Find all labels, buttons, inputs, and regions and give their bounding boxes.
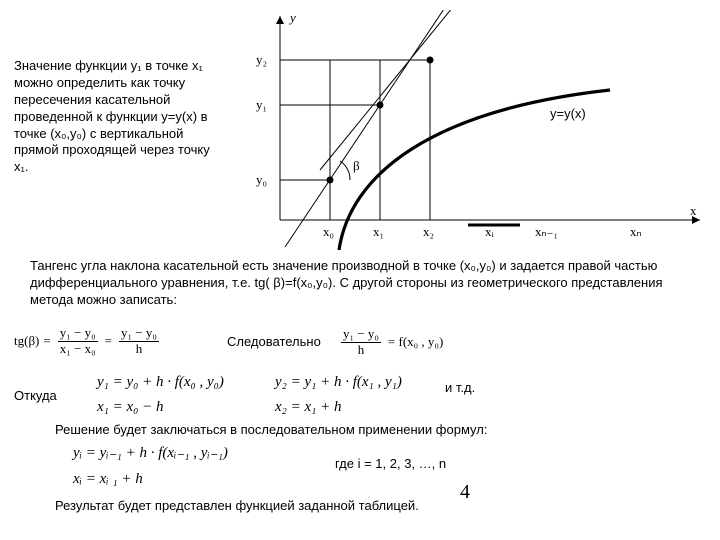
tgB: tg(β)	[14, 333, 39, 349]
curve-label: y=y(x)	[550, 106, 586, 121]
formula-y2: y₂ = y₁ + h · f(x₁ , y₁)	[275, 373, 402, 392]
etc-label: и т.д.	[445, 380, 475, 396]
num3: y₁ − y₀	[341, 327, 381, 343]
eq1: =	[43, 333, 50, 349]
axis-x-label: x	[690, 203, 697, 219]
result-line: Результат будет представлен функцией зад…	[55, 498, 695, 515]
x0-label: x₀	[323, 224, 334, 240]
x2-label: x₂	[423, 224, 434, 240]
fx0y0: = f(x₀ , y₀)	[388, 334, 443, 350]
y2-label: y₂	[256, 52, 267, 68]
xn-label: xₙ	[630, 224, 642, 240]
page-number: 4	[460, 480, 470, 505]
where-i-label: где i = 1, 2, 3, …, n	[335, 456, 446, 472]
den3: h	[341, 343, 381, 358]
formula-x1: x₁ = x₀ − h	[97, 398, 164, 417]
solution-line: Решение будет заключаться в последовател…	[55, 422, 695, 439]
num1: y₁ − y₀	[58, 326, 98, 342]
formula-xi: xᵢ = xᵢ ₁ + h	[73, 470, 143, 489]
left-paragraph: Значение функции y₁ в точке x₁ можно опр…	[14, 58, 224, 176]
y0-label: y₀	[256, 172, 267, 188]
num2: y₁ − y₀	[119, 326, 159, 342]
axis-y-label: y	[290, 10, 296, 26]
mid-paragraph: Тангенс угла наклона касательной есть зн…	[30, 258, 700, 309]
whence-label: Откуда	[14, 388, 57, 404]
formula-yi: yᵢ = yᵢ₋₁ + h · f(xᵢ₋₁ , yᵢ₋₁)	[73, 444, 228, 463]
formula-y1: y₁ = y₀ + h · f(x₀ , y₀)	[97, 373, 224, 392]
formula-tg-beta: tg(β) = y₁ − y₀ x₁ − x₀ = y₁ − y₀ h	[14, 326, 162, 357]
xn1-label: xₙ₋₁	[535, 224, 558, 240]
eq1b: =	[105, 333, 112, 349]
xi-label: xᵢ	[485, 224, 494, 240]
euler-diagram: y x y₀ y₁ y₂ x₀ x₁ x₂ xᵢ xₙ₋₁ xₙ β y=y(x…	[230, 10, 700, 250]
beta-label: β	[353, 158, 360, 174]
consequently-label: Следовательно	[227, 334, 321, 350]
formula-x2: x₂ = x₁ + h	[275, 398, 342, 417]
x1-label: x₁	[373, 224, 384, 240]
formula-frac-fx0y0: y₁ − y₀ h = f(x₀ , y₀)	[338, 326, 447, 358]
y1-label: y₁	[256, 97, 267, 113]
den1: x₁ − x₀	[58, 342, 98, 357]
den2: h	[119, 342, 159, 357]
